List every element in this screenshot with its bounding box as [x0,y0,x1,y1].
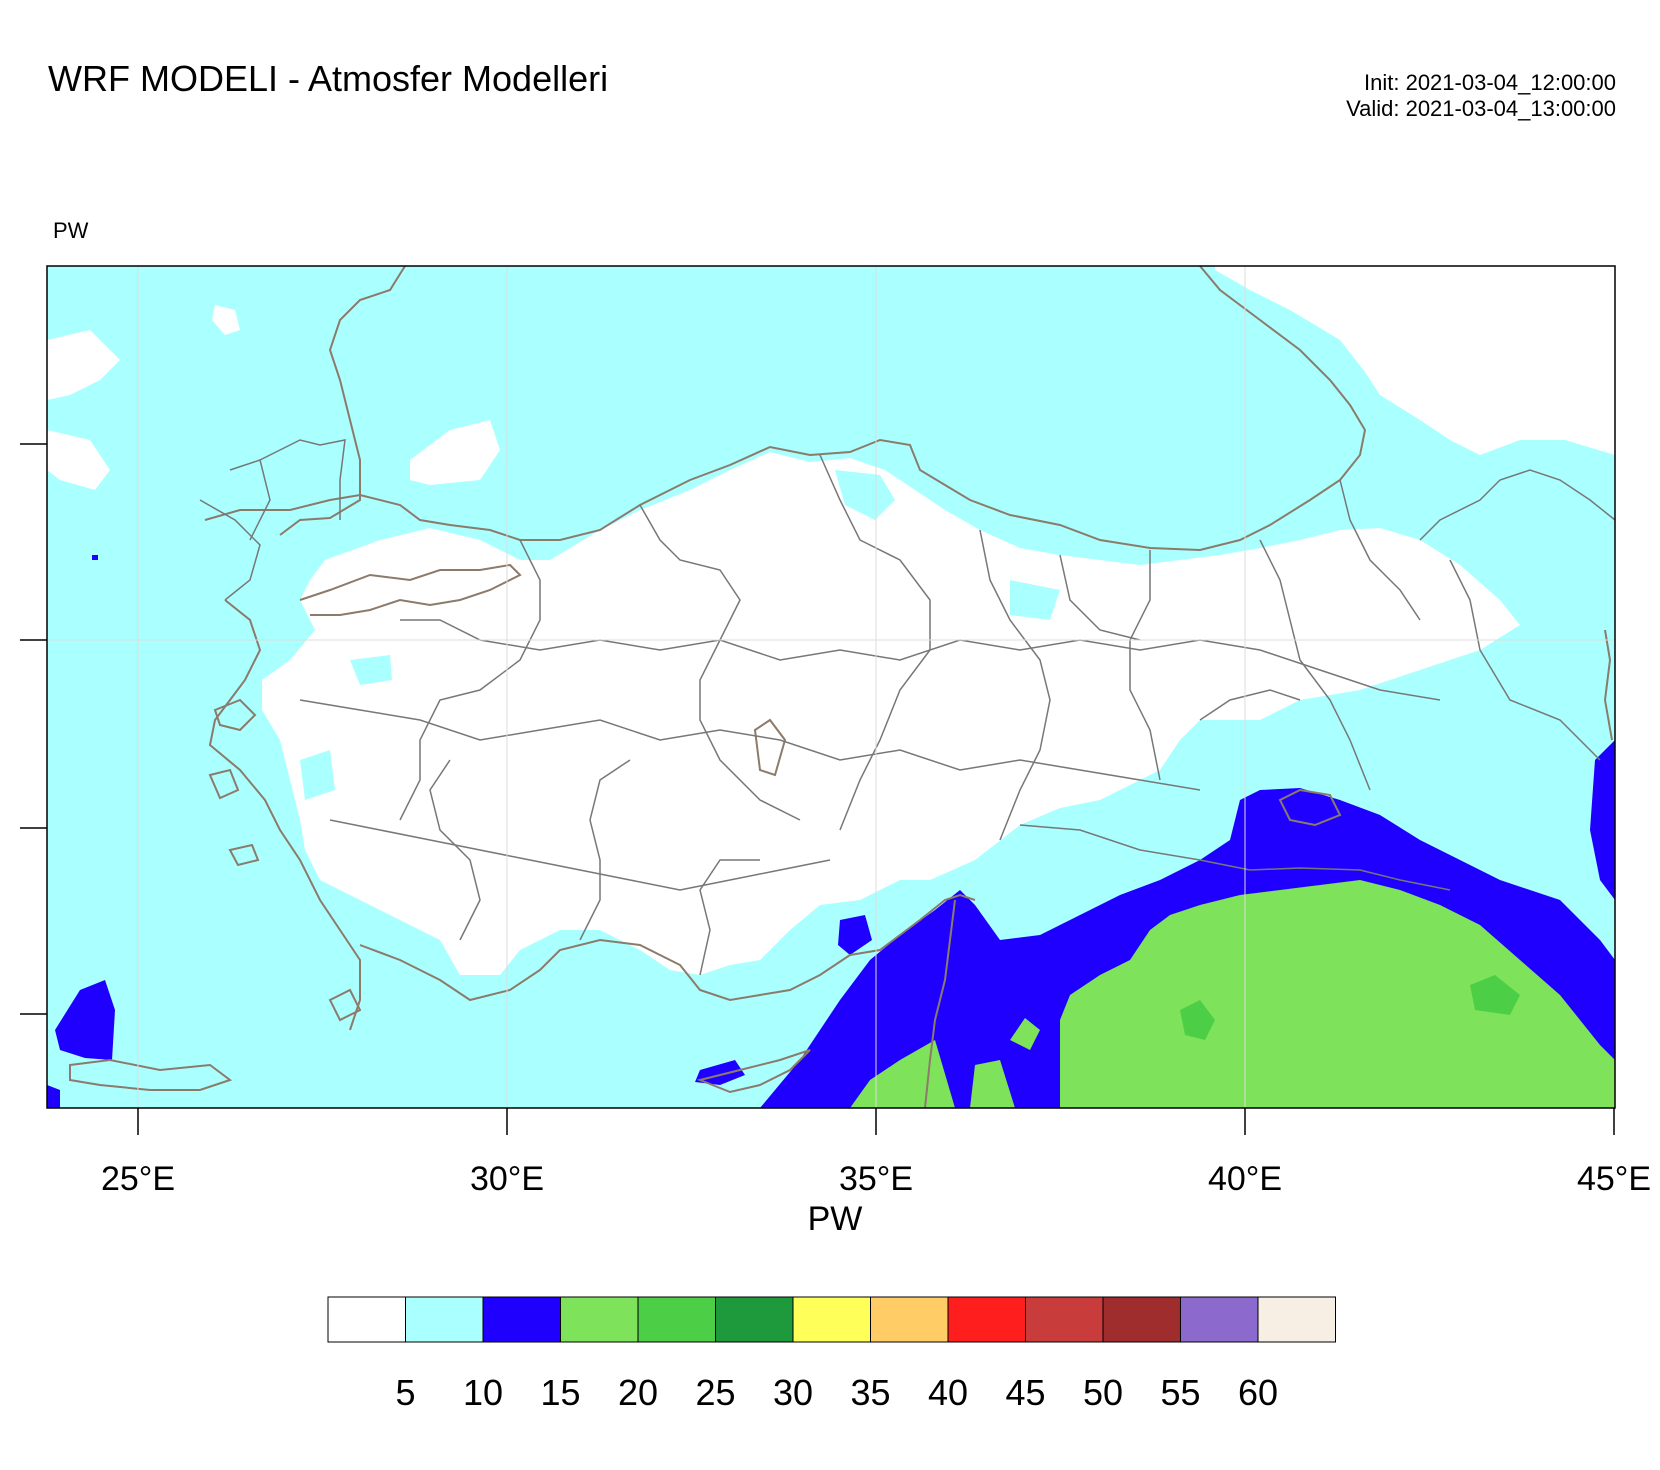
colorbar-box [405,1296,484,1343]
province-boundary [1339,479,1421,621]
lon-tick-label: 45°E [1577,1160,1651,1198]
aegean-coastline [208,599,361,1031]
colorbar-box [947,1296,1026,1343]
province-boundary [429,759,481,941]
pw-10-15-fill [55,980,115,1060]
black-sea-coastline [204,266,1367,552]
lesbos-coastline [213,698,257,732]
pw-15-20-fill [1010,1018,1040,1050]
colorbar-label: 10 [463,1372,503,1413]
country-border [259,439,346,520]
pw-5-10-patch-southwest [300,750,335,800]
colorbar-label: 60 [1238,1372,1278,1413]
bosphorus-marmara-coastline [279,266,406,536]
colorbar-box [1257,1296,1336,1343]
colorbar-box [1180,1296,1259,1343]
country-border [199,499,261,601]
map-frame [46,265,1616,1109]
colorbar-box [637,1296,716,1343]
colorbar-box [482,1296,561,1343]
pw-10-15-fill [1590,740,1615,900]
lon-tick-label: 35°E [839,1160,913,1198]
colorbar-labels: 5 10 15 20 25 30 35 40 45 50 55 60 [395,1372,1278,1413]
colorbar-label: 35 [850,1372,890,1413]
rhodes-coastline [328,988,362,1022]
pw-20-25-fill [1470,975,1520,1015]
colorbar-box [1025,1296,1104,1343]
crete-coastline [69,1058,233,1091]
colorbar-title: PW [807,1200,863,1238]
colorbar-label: 55 [1160,1372,1200,1413]
province-boundary [1059,554,1141,641]
province-boundary [329,819,831,891]
colorbar-label: 25 [695,1372,735,1413]
colorbar-label: 20 [618,1372,658,1413]
field-label: PW [53,218,89,243]
colorbar [327,1296,1336,1343]
province-boundary [579,759,631,941]
map-plot-area [47,266,1615,1108]
colorbar-box [715,1296,794,1343]
province-boundary [1259,539,1371,791]
province-boundary [699,859,760,976]
province-boundary [1129,550,1161,781]
pw-10-15-fill [838,915,872,955]
map-title: WRF MODELI - Atmosfer Modelleri [48,58,609,99]
province-boundary [299,699,1201,791]
pw-lt5-northeast-fill [1215,266,1615,455]
colorbar-label: 50 [1083,1372,1123,1413]
lake-van-coastline [1278,788,1342,827]
pw-5-10-patch-north [835,470,895,520]
pw-lt5-northwest-patch [47,430,110,490]
colorbar-label: 30 [773,1372,813,1413]
colorbar-box [792,1296,871,1343]
chios-coastline [208,768,240,800]
mediterranean-coastline [359,893,976,1002]
colorbar-label: 40 [928,1372,968,1413]
colorbar-label: 15 [540,1372,580,1413]
pw-5-10-patch-east [1010,580,1060,620]
pw-20-25-fill [1180,1000,1215,1040]
province-boundary [1199,689,1301,721]
pw-10-15-fill [47,1085,60,1108]
samos-coastline [228,843,260,867]
colorbar-box [1102,1296,1181,1343]
cyprus-coastline [696,1049,811,1094]
province-boundary [399,539,541,821]
marmara-coastline [299,563,522,616]
country-border [1019,824,1451,891]
province-boundary [229,459,271,541]
lon-tick-label: 40°E [1208,1160,1282,1198]
levant-coastline [924,899,956,1108]
pw-15-20-fill [1060,880,1615,1108]
lon-tick-label: 25°E [101,1160,175,1198]
lake-tuz-coastline [753,718,787,777]
colorbar-label: 5 [395,1372,415,1413]
pw-lt5-black-sea-patch [410,420,500,485]
valid-time: Valid: 2021-03-04_13:00:00 [1346,96,1616,121]
pw-lt5-aegean-patch [212,305,240,335]
colorbar-box [560,1296,639,1343]
colorbar-label: 45 [1005,1372,1045,1413]
pw-10-15-fill [92,555,98,560]
colorbar-box [870,1296,949,1343]
caspian-coastline [1603,629,1613,741]
province-boundary [819,454,931,831]
init-time: Init: 2021-03-04_12:00:00 [1364,70,1616,95]
province-boundary [1449,559,1601,761]
province-boundary [979,529,1051,841]
province-boundary [400,619,1441,701]
lon-tick-label: 30°E [470,1160,544,1198]
pw-5-10-patch-west [350,655,392,685]
country-border [1419,469,1615,541]
pw-lt5-northwest-patch [47,330,120,400]
pw-15-20-fill [970,1060,1015,1108]
colorbar-box [327,1296,406,1343]
